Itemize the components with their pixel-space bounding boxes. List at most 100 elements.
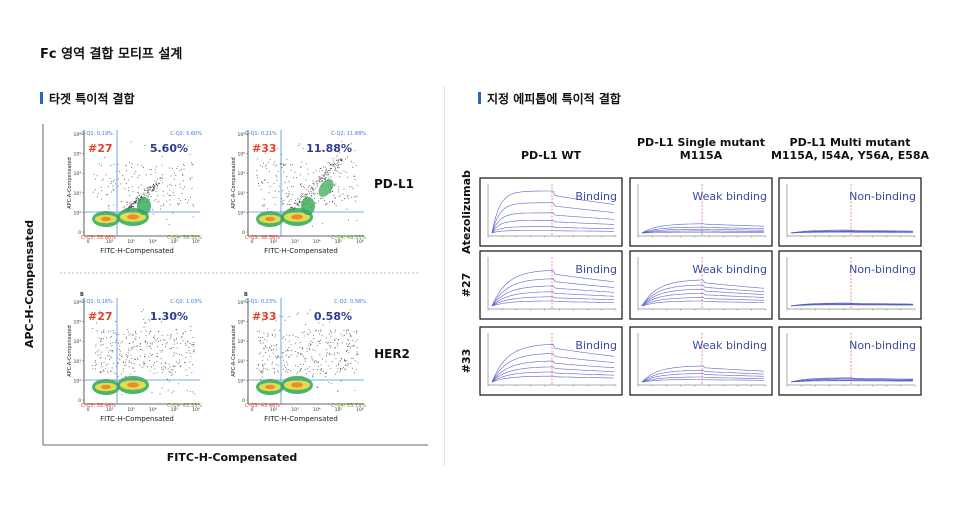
event-dot [324, 172, 326, 174]
event-dot [97, 193, 99, 195]
event-dot [171, 392, 173, 394]
event-dot [337, 390, 339, 392]
event-dot [333, 172, 335, 174]
event-dot [148, 187, 150, 189]
event-dot [189, 154, 191, 156]
event-dot [121, 340, 123, 342]
event-dot [143, 188, 145, 190]
event-dot [161, 368, 163, 370]
event-dot [345, 351, 347, 353]
event-dot [297, 365, 299, 367]
panel-x-label: FITC-H-Compensated [100, 415, 174, 423]
event-dot [101, 164, 102, 166]
event-dot [141, 367, 143, 369]
event-dot [160, 179, 162, 181]
density-blob [137, 197, 151, 215]
event-dot [191, 344, 193, 346]
event-dot [169, 348, 171, 350]
event-dot [127, 355, 129, 356]
event-dot [146, 190, 148, 192]
event-dot [261, 181, 263, 183]
event-dot [179, 361, 181, 363]
event-dot [161, 177, 163, 179]
event-dot [274, 161, 276, 163]
event-dot [262, 355, 264, 357]
event-dot [347, 338, 349, 340]
event-dot [131, 163, 133, 165]
event-dot [128, 366, 130, 368]
event-dot [177, 166, 179, 168]
event-dot [269, 347, 271, 349]
event-dot [306, 351, 308, 353]
event-dot [262, 182, 264, 184]
event-dot [190, 330, 192, 331]
event-dot [321, 170, 323, 172]
event-dot [283, 171, 285, 173]
event-dot [136, 196, 138, 198]
event-dot [148, 318, 150, 320]
event-dot [341, 140, 343, 142]
event-dot [283, 359, 285, 361]
y-tick-label: 10⁵ [73, 320, 81, 326]
event-dot [143, 318, 145, 320]
event-dot [171, 369, 173, 370]
event-dot [101, 190, 103, 192]
event-dot [112, 185, 114, 187]
event-dot [294, 203, 296, 205]
event-dot [164, 366, 166, 368]
event-dot [110, 183, 112, 184]
event-dot [110, 356, 112, 358]
event-dot [94, 361, 96, 363]
event-dot [327, 172, 328, 174]
event-dot [153, 316, 155, 318]
event-dot [273, 182, 275, 184]
event-dot [256, 158, 258, 160]
event-dot [131, 186, 133, 188]
event-dot [173, 365, 175, 367]
event-dot [136, 198, 138, 199]
event-dot [96, 175, 98, 177]
event-dot [189, 352, 191, 354]
event-dot [117, 357, 119, 359]
event-dot [262, 336, 263, 338]
event-dot [126, 356, 128, 357]
event-dot [157, 178, 159, 180]
event-dot [353, 331, 355, 333]
event-dot [341, 357, 343, 359]
event-dot [170, 374, 172, 376]
event-dot [287, 187, 288, 189]
event-dot [318, 176, 320, 178]
event-dot [347, 364, 349, 366]
event-dot [312, 183, 314, 184]
event-dot [311, 194, 313, 196]
event-dot [145, 322, 147, 324]
event-dot [183, 186, 185, 188]
density-blob [291, 214, 303, 220]
event-dot [278, 191, 280, 193]
event-dot [313, 172, 314, 174]
y-tick-label: 10⁵ [73, 152, 81, 158]
event-dot [148, 194, 150, 196]
event-dot [159, 340, 161, 341]
event-dot [128, 348, 130, 350]
event-dot [319, 333, 320, 335]
event-dot [258, 185, 260, 187]
event-dot [168, 363, 170, 365]
event-dot [179, 366, 181, 368]
event-dot [96, 351, 98, 353]
event-dot [321, 174, 323, 176]
event-dot [95, 345, 97, 347]
event-dot [332, 158, 334, 159]
event-dot [322, 324, 324, 326]
event-dot [309, 309, 311, 311]
event-dot [103, 362, 105, 363]
event-dot [176, 361, 178, 363]
event-dot [92, 191, 94, 193]
event-dot [176, 332, 178, 334]
event-dot [123, 361, 124, 363]
event-dot [256, 169, 258, 171]
event-dot [315, 203, 317, 205]
event-dot [264, 345, 266, 347]
event-dot [152, 187, 154, 189]
event-dot [152, 364, 154, 366]
